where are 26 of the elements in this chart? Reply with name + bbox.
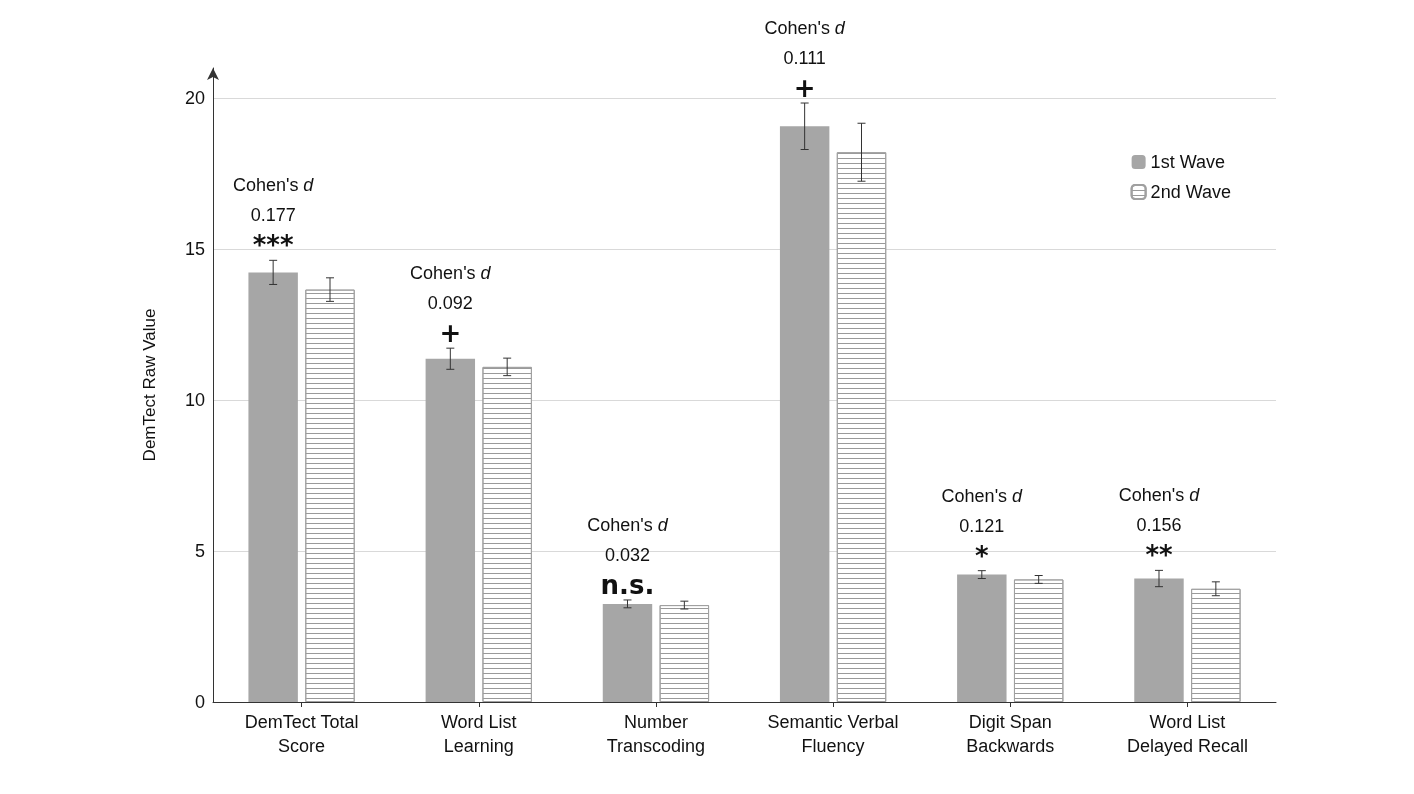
x-tick-label: DemTect Total Score bbox=[244, 712, 359, 756]
bar bbox=[1134, 578, 1184, 702]
y-tick-label: 0 bbox=[194, 692, 205, 712]
bar bbox=[957, 574, 1007, 702]
y-tick-label: 5 bbox=[194, 541, 205, 562]
x-tick-label: Number Transcoding bbox=[606, 712, 706, 756]
bar bbox=[602, 603, 653, 702]
y-tick-label: 20 bbox=[184, 88, 205, 109]
annotation: Cohen's d 0.111 + bbox=[764, 18, 846, 104]
x-tick-label: Digit Span Backwards bbox=[966, 712, 1055, 756]
annotation: Cohen's d 0.156 ** bbox=[1118, 485, 1201, 571]
annotation: Cohen's d 0.177 *** bbox=[232, 175, 315, 261]
bar bbox=[248, 272, 298, 702]
bar bbox=[779, 126, 830, 702]
legend-label: 2nd Wave bbox=[1150, 182, 1232, 202]
legend-label: 1st Wave bbox=[1150, 152, 1225, 172]
x-tick-label: Word List Learning bbox=[440, 712, 517, 756]
x-tick-label: Semantic Verbal Fluency bbox=[767, 712, 899, 756]
y-tick-label: 10 bbox=[184, 390, 205, 411]
bar bbox=[425, 358, 476, 702]
annotation: Cohen's d 0.121 * bbox=[941, 485, 1024, 571]
annotation: Cohen's d 0.092 + bbox=[410, 263, 492, 349]
x-tick-label: Word List Delayed Recall bbox=[1126, 712, 1248, 756]
y-axis-title: DemTect Raw Value bbox=[140, 308, 159, 462]
y-tick-label: 15 bbox=[184, 239, 205, 260]
annotation: Cohen's d 0.032 n.s. bbox=[587, 514, 669, 600]
